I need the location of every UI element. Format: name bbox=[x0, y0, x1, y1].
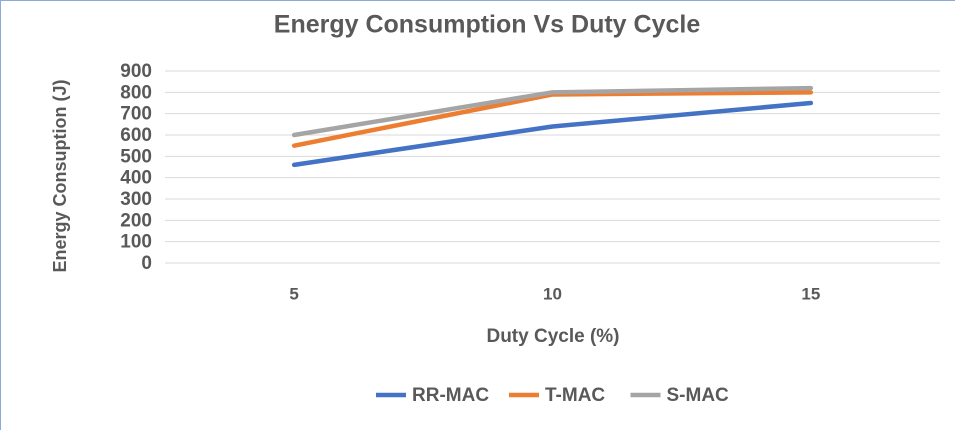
y-tick-label: 500 bbox=[120, 146, 152, 167]
y-tick-label: 300 bbox=[120, 189, 152, 210]
y-tick-label: 600 bbox=[120, 125, 152, 146]
y-tick-label: 700 bbox=[120, 104, 152, 125]
y-tick-label: 200 bbox=[120, 210, 152, 231]
y-tick-label: 100 bbox=[120, 232, 152, 253]
x-tick-label: 15 bbox=[801, 284, 820, 303]
x-tick-label: 10 bbox=[543, 284, 562, 303]
x-tick-label: 5 bbox=[289, 284, 298, 303]
series-line bbox=[291, 100, 814, 168]
y-tick-label: 0 bbox=[141, 253, 152, 274]
legend-label: T-MAC bbox=[545, 385, 605, 406]
y-tick-label: 800 bbox=[120, 82, 152, 103]
y-tick-label: 400 bbox=[120, 168, 152, 189]
x-axis-label: Duty Cycle (%) bbox=[486, 326, 619, 347]
y-tick-label: 900 bbox=[120, 61, 152, 82]
legend-label: S-MAC bbox=[667, 385, 730, 406]
series-line bbox=[291, 85, 814, 138]
series-line bbox=[291, 90, 814, 148]
legend-label: RR-MAC bbox=[412, 385, 489, 406]
y-axis-label: Energy Consuption (J) bbox=[50, 79, 70, 273]
chart-title: Energy Consumption Vs Duty Cycle bbox=[274, 11, 701, 39]
